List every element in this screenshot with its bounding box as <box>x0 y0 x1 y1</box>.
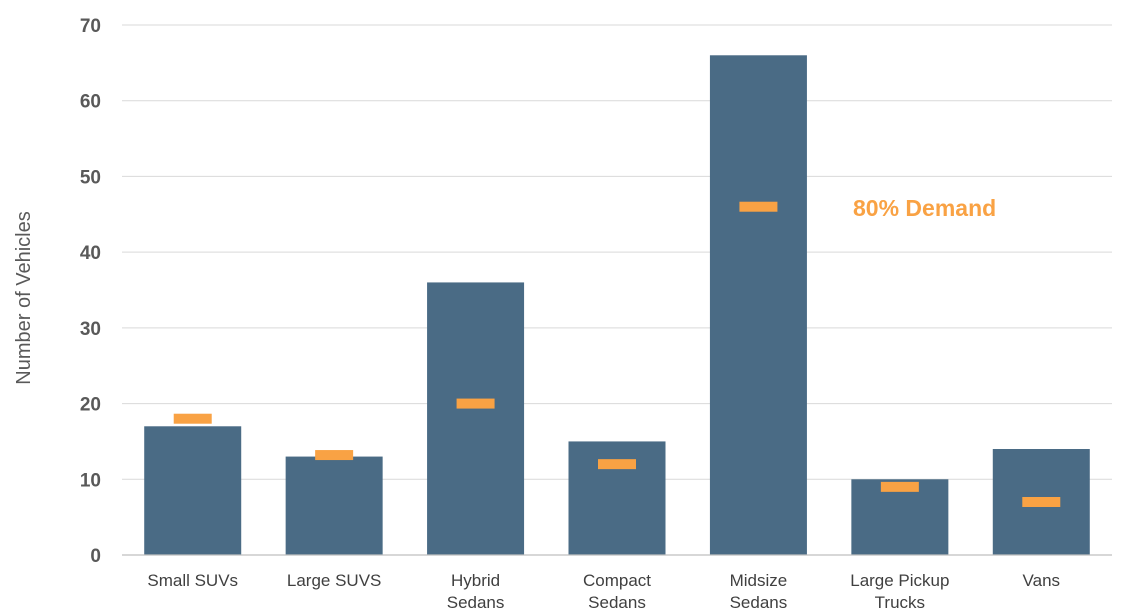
y-tick-label: 60 <box>80 92 101 113</box>
x-tick-label: Sedans <box>588 593 646 612</box>
demand-marker <box>880 481 919 492</box>
x-axis-labels: Small SUVs Large SUVS Hybrid Sedans Compact S… <box>147 571 1060 612</box>
demand-annotation: 80% Demand <box>853 195 996 221</box>
x-tick-label: Small SUVs <box>147 571 238 590</box>
x-tick-label: Compact <box>583 571 651 590</box>
x-tick-label: Midsize <box>730 571 788 590</box>
demand-markers <box>173 201 1061 507</box>
y-tick-label: 30 <box>80 319 101 340</box>
demand-marker <box>315 450 354 461</box>
bar <box>568 441 666 555</box>
x-tick-label: Hybrid <box>451 571 500 590</box>
demand-marker <box>1022 497 1061 507</box>
demand-marker <box>456 398 495 409</box>
y-axis-ticks: 0 10 20 30 40 50 60 70 <box>80 16 101 567</box>
gridlines <box>122 24 1112 480</box>
bar <box>427 282 525 555</box>
y-tick-label: 0 <box>90 546 101 567</box>
demand-marker <box>173 413 212 424</box>
bar <box>709 55 807 556</box>
bar <box>851 479 949 555</box>
x-tick-label: Large Pickup <box>850 571 949 590</box>
x-tick-label: Trucks <box>875 593 925 612</box>
y-tick-label: 20 <box>80 395 101 416</box>
y-tick-label: 70 <box>80 16 101 37</box>
bar <box>144 426 242 555</box>
y-tick-label: 40 <box>80 243 101 264</box>
demand-marker <box>598 459 636 470</box>
x-tick-label: Large SUVS <box>287 571 382 590</box>
y-tick-label: 50 <box>80 167 101 188</box>
y-tick-label: 10 <box>80 470 101 491</box>
demand-marker <box>739 201 778 212</box>
x-tick-label: Sedans <box>447 593 505 612</box>
x-tick-label: Vans <box>1023 571 1061 590</box>
y-axis-title: Number of Vehicles <box>13 211 35 384</box>
x-tick-label: Sedans <box>730 593 788 612</box>
bar <box>285 456 383 555</box>
bars <box>144 55 1090 556</box>
